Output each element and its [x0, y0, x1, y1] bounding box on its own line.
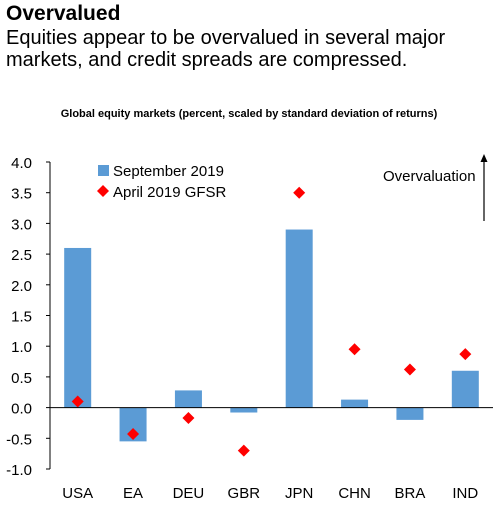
y-tick-label: 0.5 — [11, 370, 32, 387]
y-axis-ticks: -1.0 -0.5 0.0 0.5 1.0 1.5 2.0 2.5 3.0 3.5 4.0 — [6, 155, 50, 479]
diamond-marker-deu — [182, 412, 195, 425]
bar-gbr — [230, 407, 258, 413]
y-tick-label: 3.0 — [11, 216, 32, 233]
legend-swatch-bar — [98, 165, 109, 176]
bar-usa — [64, 247, 92, 408]
x-tick-label: GBR — [228, 485, 261, 502]
y-tick-label: -1.0 — [6, 462, 32, 479]
bar-bra — [396, 407, 424, 420]
bar-jpn — [285, 229, 313, 408]
y-tick-label: -0.5 — [6, 431, 32, 448]
x-tick-label: USA — [62, 485, 93, 502]
x-tick-label: IND — [452, 485, 478, 502]
bar-series — [64, 229, 479, 442]
x-tick-label: BRA — [395, 485, 426, 502]
x-tick-label: JPN — [285, 485, 313, 502]
diamond-marker-ind — [459, 348, 472, 361]
x-axis-labels: USA EA DEU GBR JPN CHN BRA IND — [62, 485, 478, 502]
legend: September 2019 April 2019 GFSR — [97, 163, 227, 201]
bar-deu — [174, 390, 202, 408]
bar-chn — [341, 399, 369, 408]
axes — [49, 162, 493, 469]
diamond-marker-chn — [348, 343, 361, 356]
chart-title: Global equity markets (percent, scaled b… — [61, 108, 438, 120]
y-tick-label: 2.5 — [11, 247, 32, 264]
y-tick-label: 0.0 — [11, 401, 32, 418]
bar-ind — [451, 370, 479, 408]
x-tick-label: DEU — [173, 485, 205, 502]
diamond-marker-gbr — [237, 444, 250, 457]
y-tick-label: 4.0 — [11, 155, 32, 172]
diamond-marker-jpn — [293, 186, 306, 199]
legend-swatch-diamond — [97, 185, 109, 197]
x-tick-label: CHN — [338, 485, 371, 502]
marker-series — [71, 186, 472, 457]
y-tick-label: 3.5 — [11, 186, 32, 203]
y-tick-label: 1.0 — [11, 339, 32, 356]
y-tick-label: 1.5 — [11, 309, 32, 326]
page-title: Overvalued — [6, 2, 121, 25]
diamond-marker-ea — [127, 428, 140, 441]
page-subtitle: Equities appear to be overvalued in seve… — [6, 27, 446, 71]
legend-label-diamond: April 2019 GFSR — [113, 184, 227, 201]
diamond-marker-bra — [403, 363, 416, 376]
diamond-marker-usa — [71, 395, 84, 408]
legend-label-bar: September 2019 — [113, 163, 224, 180]
overvaluation-arrow-head — [480, 154, 488, 162]
y-tick-label: 2.0 — [11, 278, 32, 295]
overvaluation-annotation: Overvaluation — [383, 168, 476, 185]
x-tick-label: EA — [123, 485, 143, 502]
